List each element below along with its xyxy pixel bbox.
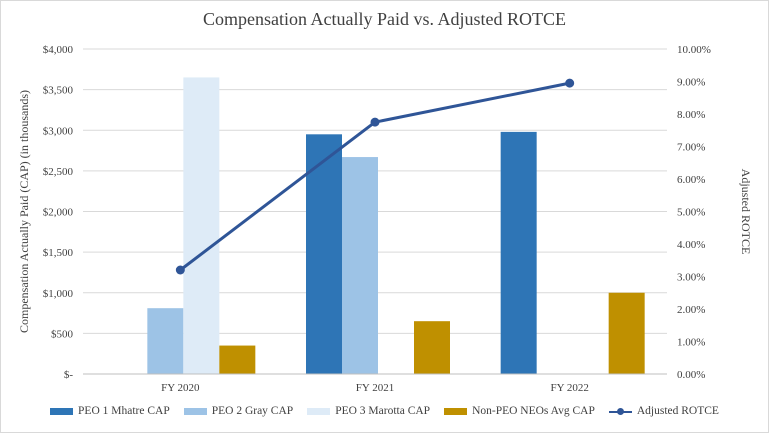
bar-peo-2-gray-cap-1 <box>342 157 378 374</box>
bar-non-peo-neos-avg-cap-2 <box>608 292 645 374</box>
y-tick-label: $500 <box>51 328 74 340</box>
legend-label: Non-PEO NEOs Avg CAP <box>472 405 595 417</box>
bar-non-peo-neos-avg-cap-1 <box>414 321 450 374</box>
y-axis-label: Compensation Actually Paid (CAP) (in tho… <box>17 90 31 333</box>
legend-swatch <box>183 407 207 415</box>
y2-tick-label: 3.00% <box>677 272 705 284</box>
bar-peo-3-marotta-cap-0 <box>183 77 220 374</box>
chart-title: Compensation Actually Paid vs. Adjusted … <box>203 9 566 29</box>
legend-label: PEO 3 Marotta CAP <box>335 405 431 417</box>
legend-swatch <box>444 407 468 415</box>
y2-tick-label: 7.00% <box>677 142 705 154</box>
y2-tick-label: 10.00% <box>677 44 711 56</box>
legend: PEO 1 Mhatre CAP PEO 2 Gray CAP PEO 3 Maro… <box>1 405 768 417</box>
legend-swatch <box>307 407 331 415</box>
bar-peo-2-gray-cap-0 <box>147 308 184 374</box>
legend-item: Non-PEO NEOs Avg CAP <box>444 405 595 417</box>
bar-non-peo-neos-avg-cap-0 <box>219 345 256 374</box>
legend-label: PEO 2 Gray CAP <box>211 405 294 417</box>
legend-label: Adjusted ROTCE <box>636 405 719 417</box>
y-tick-label: $- <box>64 369 74 381</box>
y2-tick-label: 6.00% <box>677 174 705 186</box>
y2-tick-label: 2.00% <box>677 304 705 316</box>
bar-peo-1-mhatre-cap-2 <box>500 131 537 374</box>
legend-item: Adjusted ROTCE <box>608 405 719 417</box>
legend-swatch <box>608 407 632 416</box>
y-tick-label: $1,500 <box>43 247 74 259</box>
legend-item: PEO 1 Mhatre CAP <box>50 405 170 417</box>
legend-swatch <box>50 407 74 415</box>
x-tick-label: FY 2022 <box>550 382 588 394</box>
y2-tick-label: 5.00% <box>677 207 705 219</box>
x-tick-label: FY 2021 <box>356 382 394 394</box>
legend-item: PEO 3 Marotta CAP <box>307 405 430 417</box>
rotce-point-1 <box>370 117 380 127</box>
rotce-point-0 <box>175 265 185 275</box>
y2-tick-label: 4.00% <box>677 239 705 251</box>
y2-tick-label: 8.00% <box>677 109 705 121</box>
y2-tick-label: 0.00% <box>677 369 705 381</box>
rotce-point-2 <box>565 78 575 88</box>
bar-peo-1-mhatre-cap-1 <box>306 134 342 374</box>
y-tick-label: $2,500 <box>43 166 74 178</box>
y-tick-label: $3,000 <box>43 125 74 137</box>
legend-label: PEO 1 Mhatre CAP <box>78 405 170 417</box>
y2-tick-label: 9.00% <box>677 77 705 89</box>
y-tick-label: $2,000 <box>43 207 74 219</box>
y-tick-label: $1,000 <box>43 288 74 300</box>
x-tick-label: FY 2020 <box>161 382 200 394</box>
y-tick-label: $4,000 <box>43 44 74 56</box>
y-tick-label: $3,500 <box>43 85 74 97</box>
y2-axis-label: Adjusted ROTCE <box>739 169 753 255</box>
y2-tick-label: 1.00% <box>677 337 705 349</box>
legend-item: PEO 2 Gray CAP <box>183 405 294 417</box>
